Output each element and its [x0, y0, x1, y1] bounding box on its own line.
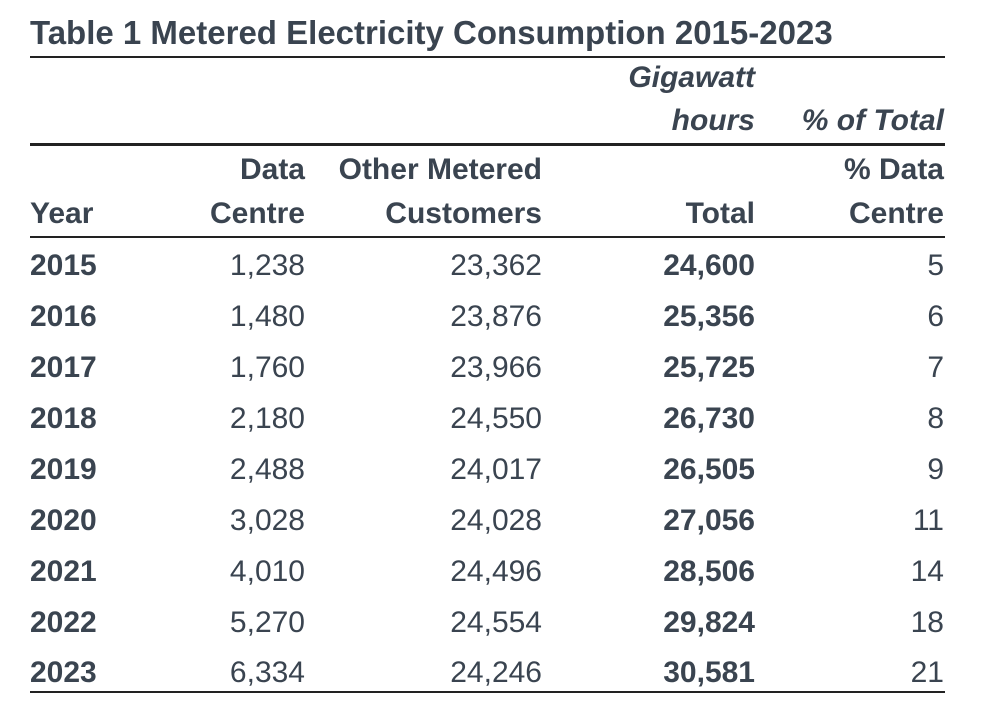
column-header-year: Year: [30, 197, 94, 230]
cell-total: 25,356: [663, 300, 755, 333]
cell-total: 26,505: [663, 453, 755, 486]
cell-pct-data-centre: 8: [927, 402, 944, 435]
cell-other-metered: 24,554: [450, 606, 542, 639]
table-row: 2016 1,480 23,876 25,356 6: [0, 302, 1000, 352]
cell-pct-data-centre: 11: [912, 504, 944, 537]
column-header-pct-line2: Centre: [848, 197, 944, 230]
cell-year: 2023: [30, 656, 97, 689]
table-title: Table 1 Metered Electricity Consumption …: [30, 14, 833, 51]
title-rule: [30, 56, 945, 58]
cell-total: 29,824: [663, 606, 755, 639]
unit-header-line2: hours: [671, 104, 755, 137]
cell-year: 2016: [30, 300, 97, 333]
cell-other-metered: 23,966: [450, 351, 542, 384]
cell-year: 2019: [30, 453, 97, 486]
cell-year: 2022: [30, 606, 97, 639]
cell-total: 25,725: [663, 351, 755, 384]
header-rule: [30, 236, 945, 238]
cell-pct-data-centre: 5: [927, 249, 944, 282]
cell-pct-data-centre: 6: [927, 300, 944, 333]
bottom-rule: [30, 691, 945, 693]
cell-data-centre: 1,238: [229, 249, 305, 282]
column-header-other-line1: Other Metered: [338, 153, 542, 186]
cell-other-metered: 24,017: [450, 453, 542, 486]
cell-data-centre: 1,480: [229, 300, 305, 333]
cell-year: 2021: [30, 555, 97, 588]
cell-other-metered: 23,876: [450, 300, 542, 333]
cell-data-centre: 5,270: [229, 606, 305, 639]
table-row: 2017 1,760 23,966 25,725 7: [0, 353, 1000, 403]
table-row: 2019 2,488 24,017 26,505 9: [0, 455, 1000, 505]
cell-total: 24,600: [663, 249, 755, 282]
cell-other-metered: 24,246: [450, 656, 542, 689]
cell-other-metered: 24,496: [450, 555, 542, 588]
column-header-pct-line1: % Data: [843, 153, 944, 186]
unit-header-line1: Gigawatt: [628, 61, 755, 94]
cell-total: 28,506: [663, 555, 755, 588]
column-header-data-centre-line1: Data: [239, 153, 305, 186]
cell-pct-data-centre: 7: [927, 351, 944, 384]
cell-year: 2020: [30, 504, 97, 537]
cell-pct-data-centre: 14: [910, 555, 944, 588]
cell-total: 30,581: [663, 656, 755, 689]
cell-data-centre: 4,010: [229, 555, 305, 588]
cell-year: 2018: [30, 402, 97, 435]
column-header-data-centre-line2: Centre: [209, 197, 305, 230]
cell-data-centre: 2,488: [229, 453, 305, 486]
cell-data-centre: 1,760: [229, 351, 305, 384]
pct-of-total-header: % of Total: [801, 104, 944, 137]
cell-total: 26,730: [663, 402, 755, 435]
cell-pct-data-centre: 18: [910, 606, 944, 639]
table-row: 2023 6,334 24,246 30,581 21: [0, 658, 1000, 708]
cell-other-metered: 24,028: [450, 504, 542, 537]
unit-header-rule: [30, 143, 945, 146]
table-row: 2015 1,238 23,362 24,600 5: [0, 251, 1000, 301]
cell-other-metered: 23,362: [450, 249, 542, 282]
column-header-total: Total: [685, 197, 755, 230]
cell-data-centre: 6,334: [229, 656, 305, 689]
column-header-other-line2: Customers: [385, 197, 542, 230]
cell-data-centre: 3,028: [229, 504, 305, 537]
table-row: 2021 4,010 24,496 28,506 14: [0, 557, 1000, 607]
table-row: 2020 3,028 24,028 27,056 11: [0, 506, 1000, 556]
cell-data-centre: 2,180: [229, 402, 305, 435]
cell-total: 27,056: [663, 504, 755, 537]
cell-year: 2015: [30, 249, 97, 282]
table-row: 2018 2,180 24,550 26,730 8: [0, 404, 1000, 454]
cell-pct-data-centre: 9: [927, 453, 944, 486]
table-row: 2022 5,270 24,554 29,824 18: [0, 608, 1000, 658]
cell-other-metered: 24,550: [450, 402, 542, 435]
cell-year: 2017: [30, 351, 97, 384]
cell-pct-data-centre: 21: [910, 656, 944, 689]
